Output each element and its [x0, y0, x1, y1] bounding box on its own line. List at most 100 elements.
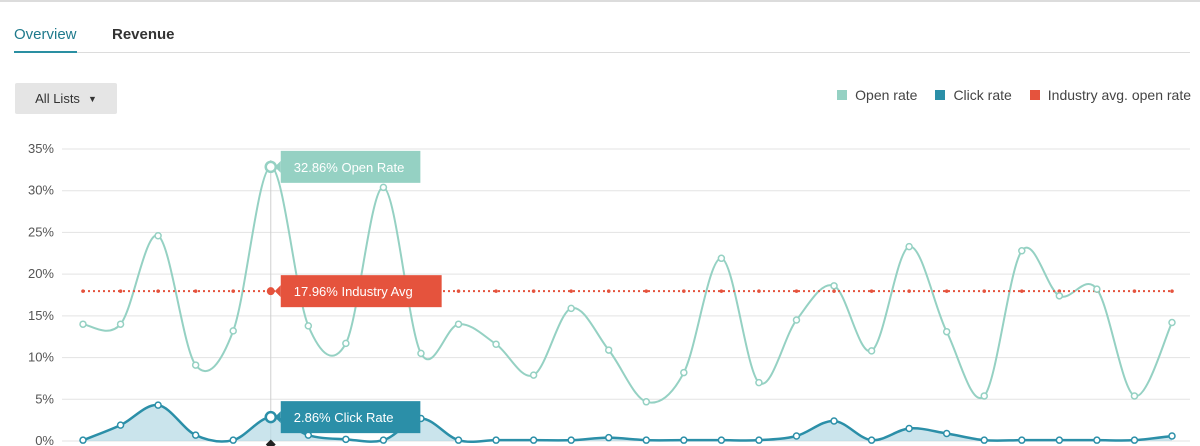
click-rate-point	[1018, 436, 1026, 444]
legend-item-click-rate[interactable]: Click rate	[935, 87, 1012, 103]
open-rate-line	[82, 165, 1173, 404]
industry-avg-point	[644, 289, 649, 293]
click-rate-area	[83, 405, 1172, 442]
industry-avg-point	[81, 289, 85, 293]
click-rate-point	[980, 436, 988, 444]
y-tick-label: 30%	[28, 183, 54, 198]
open-rate-point	[1055, 292, 1064, 300]
click-rate-point	[492, 436, 500, 444]
click-rate-tooltip-pointer	[274, 411, 281, 424]
open-rate-point	[980, 392, 988, 400]
open-rate-point	[264, 160, 278, 174]
y-tick-label: 15%	[28, 308, 54, 323]
chevron-down-icon: ▼	[87, 93, 97, 104]
open-rate-point	[604, 346, 613, 354]
tab-overview-label: Overview	[14, 26, 77, 43]
open-rate-point	[492, 340, 500, 348]
industry-avg-point	[494, 289, 498, 293]
industry-avg-point	[982, 289, 987, 293]
click-rate-point	[567, 436, 575, 444]
active-tab-indicator	[14, 51, 77, 53]
click-rate-point	[116, 421, 125, 429]
industry-avg-point	[1019, 289, 1024, 293]
open-rate-point	[417, 349, 425, 358]
industry-avg-tooltip-box	[280, 275, 442, 308]
open-rate-point	[342, 339, 350, 348]
legend-item-industry-avg[interactable]: Industry avg. open rate	[1029, 87, 1191, 103]
industry-avg-point	[606, 289, 611, 293]
open-rate-point	[116, 320, 125, 328]
click-rate-point	[191, 431, 200, 439]
open-rate-point	[304, 322, 313, 330]
industry-avg-point	[156, 289, 160, 293]
open-rate-point	[454, 320, 463, 328]
open-rate-point	[154, 232, 162, 240]
open-rate-point	[1168, 318, 1176, 327]
industry-avg-point	[1132, 289, 1137, 293]
click-rate-point	[1093, 436, 1101, 444]
top-border	[0, 0, 1200, 2]
legend-swatch-click-rate	[935, 90, 946, 100]
legend-label-industry-avg: Industry avg. open rate	[1047, 87, 1191, 103]
industry-avg-point	[944, 289, 949, 293]
open-rate-point	[1130, 392, 1139, 400]
industry-avg-point	[794, 289, 799, 293]
list-filter-dropdown[interactable]: All Lists ▼	[15, 83, 117, 114]
click-rate-point	[905, 424, 913, 433]
industry-avg-highlight-point	[266, 287, 275, 296]
click-rate-point	[264, 410, 278, 424]
click-rate-point	[867, 436, 876, 444]
y-tick-label: 25%	[28, 224, 54, 239]
chart-legend: Open rate Click rate Industry avg. open …	[837, 87, 1191, 103]
industry-avg-point	[719, 289, 724, 293]
open-rate-point	[942, 327, 951, 336]
industry-avg-point	[757, 289, 761, 293]
industry-avg-point	[869, 289, 874, 293]
open-rate-point	[680, 368, 688, 377]
click-rate-point	[717, 436, 726, 444]
industry-avg-point	[1057, 289, 1062, 293]
open-rate-point	[1093, 285, 1101, 293]
click-rate-point	[154, 401, 162, 409]
click-rate-point	[642, 436, 651, 444]
tab-revenue[interactable]: Revenue	[112, 26, 175, 43]
industry-avg-point	[193, 289, 198, 293]
legend-label-open-rate: Open rate	[855, 87, 918, 103]
industry-avg-point	[832, 289, 836, 293]
open-rate-point	[379, 183, 388, 192]
click-rate-point	[79, 436, 87, 444]
click-rate-point	[942, 429, 951, 438]
open-rate-tooltip-text: 32.86% Open Rate	[294, 160, 405, 175]
click-rate-point	[379, 436, 388, 444]
click-rate-point	[229, 436, 237, 444]
click-rate-point	[342, 435, 350, 444]
y-tick-label: 5%	[35, 391, 54, 406]
open-rate-tooltip-pointer	[274, 160, 281, 173]
list-filter-label: All Lists	[35, 91, 80, 106]
click-rate-tooltip-text: 2.86% Click Rate	[294, 410, 394, 425]
y-tick-label: 20%	[28, 266, 54, 281]
legend-item-open-rate[interactable]: Open rate	[837, 87, 917, 103]
y-tick-label: 10%	[28, 350, 54, 365]
open-rate-point	[529, 371, 538, 379]
open-rate-point	[1018, 247, 1026, 255]
tab-overview[interactable]: Overview	[14, 26, 77, 53]
legend-swatch-open-rate	[837, 90, 848, 100]
industry-avg-point	[531, 289, 536, 293]
industry-avg-point	[569, 289, 573, 293]
y-tick-label: 0%	[35, 433, 54, 446]
open-rate-point	[229, 327, 237, 335]
open-rate-point	[830, 282, 838, 290]
click-rate-point	[755, 436, 763, 444]
industry-avg-point	[1170, 289, 1174, 293]
industry-avg-point	[907, 289, 911, 293]
y-tick-label: 35%	[28, 141, 54, 156]
open-rate-point	[642, 398, 651, 406]
industry-avg-tooltip-text: 17.96% Industry Avg	[294, 284, 413, 299]
legend-swatch-industry-avg	[1029, 90, 1040, 100]
click-rate-point	[454, 436, 463, 444]
open-rate-point	[191, 361, 200, 369]
open-rate-point	[755, 378, 763, 387]
legend-label-click-rate: Click rate	[953, 87, 1012, 103]
industry-avg-point	[118, 289, 123, 293]
